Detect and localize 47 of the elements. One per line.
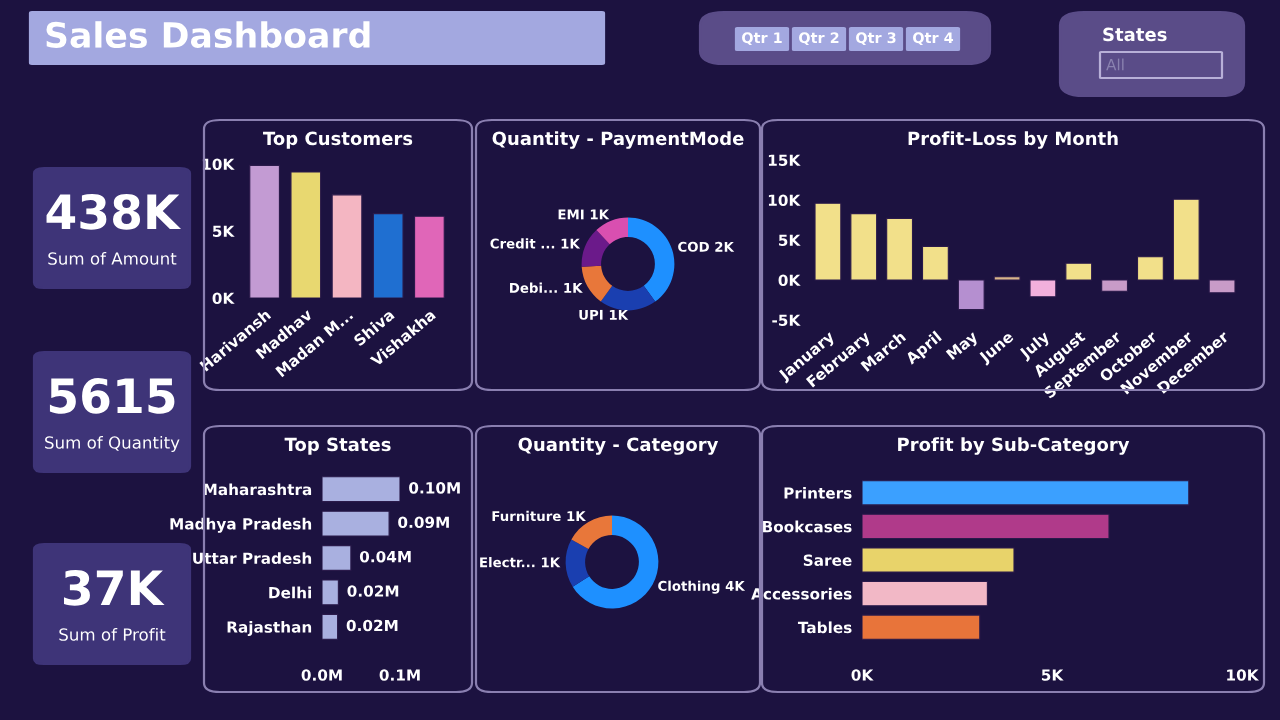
text: Sum of Amount	[48, 251, 177, 265]
chart-title: Quantity - Category	[518, 437, 719, 455]
text: Sales Dashboard	[46, 21, 370, 49]
donut-slice	[565, 539, 590, 587]
bar	[322, 579, 339, 606]
chart-title: Quantity - PaymentMode	[492, 131, 744, 149]
bar	[1029, 279, 1057, 298]
bar	[886, 217, 914, 281]
donut-slice	[600, 285, 656, 311]
bar	[862, 614, 981, 640]
donut-slice	[571, 515, 612, 549]
text: 5615	[49, 378, 175, 414]
donut-slice	[581, 230, 610, 267]
bar	[1065, 262, 1093, 281]
text: 37K	[64, 569, 165, 606]
bar	[1136, 256, 1164, 281]
bar	[1208, 279, 1236, 294]
donut-slice	[596, 217, 628, 245]
text: 438K	[46, 193, 182, 230]
bar	[814, 202, 842, 281]
bar	[1101, 279, 1129, 292]
bar	[1172, 198, 1200, 281]
chart-title: Top Customers	[263, 131, 413, 149]
bar	[331, 194, 363, 298]
chart-title: Profit-Loss by Month	[908, 131, 1118, 149]
bar	[322, 510, 390, 537]
bar	[290, 171, 322, 298]
text: States	[1103, 27, 1167, 42]
bar	[372, 213, 404, 298]
bar	[850, 213, 878, 281]
bar	[249, 164, 280, 298]
bar	[322, 476, 400, 503]
bar	[414, 215, 445, 298]
bar	[862, 513, 1110, 540]
text: Sum of Profit	[59, 627, 166, 641]
bar	[322, 545, 352, 571]
bar	[921, 245, 949, 281]
bar	[322, 613, 339, 640]
bar	[957, 279, 985, 311]
bar	[862, 480, 1190, 506]
bar	[862, 580, 988, 607]
text: Sum of Quantity	[45, 435, 180, 453]
donut-slice	[628, 217, 675, 302]
bar	[862, 547, 1015, 573]
donut-slice	[581, 265, 613, 302]
chart-title: Top States	[284, 437, 391, 455]
chart-title: Profit by Sub-Category	[898, 437, 1130, 455]
